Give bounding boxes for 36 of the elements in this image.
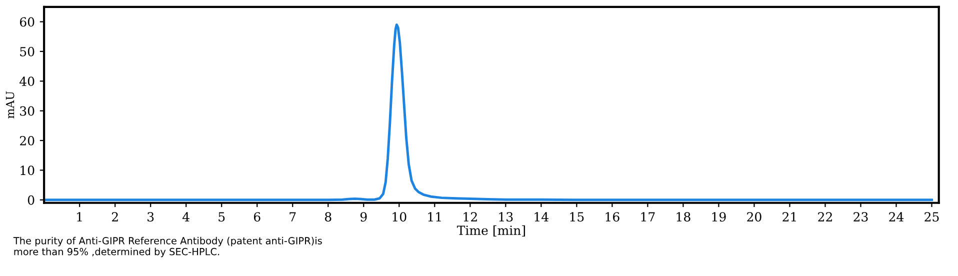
y-tick-label: 20	[20, 136, 34, 146]
x-tick-label: 8	[324, 212, 332, 222]
x-tick-label: 10	[392, 212, 406, 222]
x-tick-label: 17	[641, 212, 655, 222]
x-tick-label: 16	[606, 212, 620, 222]
x-tick-label: 15	[570, 212, 584, 222]
x-tick-label: 23	[854, 212, 868, 222]
x-tick-label: 4	[182, 212, 190, 222]
x-tick-label: 21	[782, 212, 796, 222]
x-tick-label: 6	[254, 212, 260, 222]
x-tick-label: 25	[924, 212, 939, 222]
x-tick-label: 7	[290, 212, 296, 222]
x-tick-label: 5	[218, 212, 225, 222]
text: The purity of Anti-GIPR Reference Antibody (patent anti-GIPR)is more than 95% ,determined by SEC-HPLC.	[13, 236, 322, 258]
x-tick-label: 13	[499, 212, 513, 222]
line-series	[44, 23, 933, 202]
x-tick-label: 1	[77, 212, 82, 222]
y-tick-label: 30	[20, 106, 34, 116]
x-tick-label: 12	[464, 212, 477, 222]
y-tick-label: 50	[20, 46, 34, 56]
x-tick-label: 11	[428, 212, 441, 222]
x-tick-label: 3	[148, 212, 154, 222]
x-tick-label: 18	[676, 212, 690, 222]
x-tick-label: 14	[534, 212, 548, 222]
y-tick-label: 60	[20, 17, 34, 27]
y-tick-label: 0	[28, 195, 34, 205]
x-tick-label: 19	[712, 212, 726, 222]
x-tick-label: 20	[747, 212, 762, 222]
y-tick-label: 40	[20, 76, 34, 86]
y-tick-label: 10	[20, 166, 34, 176]
x-axis-title: Time [min]	[456, 225, 525, 237]
x-tick-label: 24	[889, 212, 904, 222]
x-tick-label: 2	[112, 212, 118, 222]
y-axis-title: mAU	[6, 91, 14, 118]
x-tick-label: 9	[360, 212, 367, 222]
x-tick-label: 22	[818, 212, 832, 222]
